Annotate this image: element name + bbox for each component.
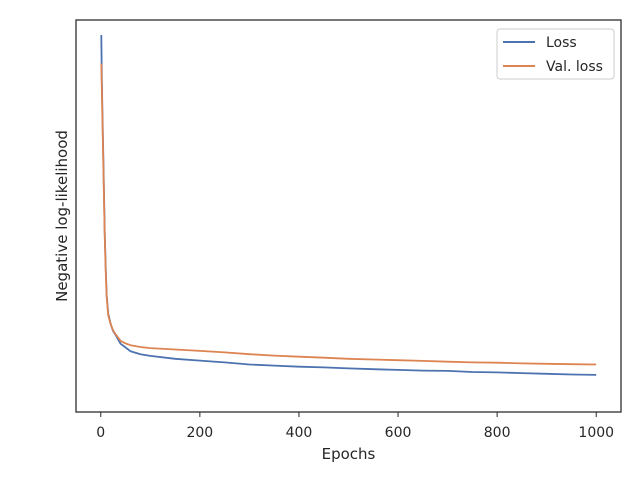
x-tick-label: 200 [186,425,213,441]
y-axis-label: Negative log-likelihood [53,130,71,302]
legend-label: Loss [546,35,577,51]
x-tick-label: 800 [484,425,511,441]
x-tick-label: 400 [286,425,313,441]
x-axis-label: Epochs [322,445,376,463]
axes-frame [75,19,622,413]
x-tick-label: 600 [385,425,412,441]
legend: Loss Val. loss [496,28,615,80]
x-axis-ticks: 0 200 400 600 800 1000 [96,412,614,441]
x-tick-label: 0 [96,425,105,441]
x-tick-label: 1000 [578,425,614,441]
legend-label: Val. loss [546,59,603,75]
plot-area [100,34,597,376]
series-line-loss [100,34,597,376]
series-line-val-loss [100,63,597,366]
